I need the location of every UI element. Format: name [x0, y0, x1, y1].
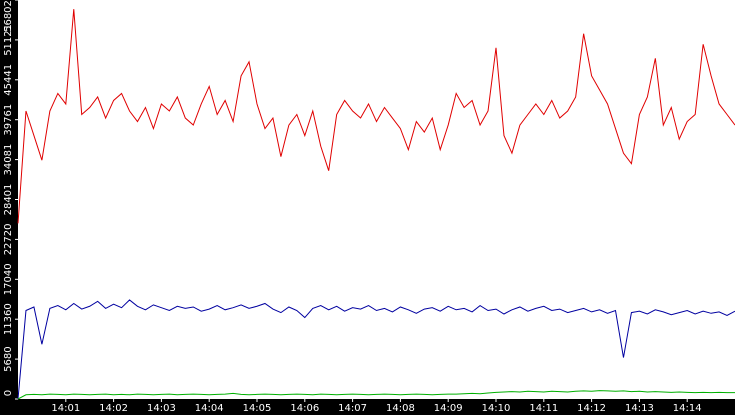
x-tick-label: 14:10	[482, 403, 511, 414]
x-tick-label: 14:14	[673, 403, 702, 414]
series-line	[17, 390, 735, 400]
x-tick-label: 14:12	[577, 403, 606, 414]
x-tick-label: 14:05	[243, 403, 272, 414]
y-tick-label: 22720	[3, 223, 14, 255]
series-line	[17, 9, 735, 224]
x-tick-label: 14:06	[290, 403, 319, 414]
x-axis-bar	[0, 399, 735, 415]
y-tick-label: 11360	[3, 303, 14, 335]
x-tick-label: 14:13	[625, 403, 654, 414]
x-tick-label: 14:01	[51, 403, 80, 414]
y-tick-label: 45441	[3, 64, 14, 96]
y-tick-label: 0	[3, 390, 14, 396]
y-tick-label: 51121	[3, 24, 14, 56]
x-tick-label: 14:08	[386, 403, 415, 414]
x-tick-label: 14:04	[195, 403, 224, 414]
y-tick-label: 5680	[3, 346, 14, 371]
y-axis-bar	[0, 0, 18, 415]
x-tick-label: 14:09	[434, 403, 463, 414]
x-tick-label: 14:03	[147, 403, 176, 414]
x-tick-label: 14:07	[338, 403, 367, 414]
x-tick-label: 14:02	[99, 403, 128, 414]
y-tick-label: 28401	[3, 184, 14, 216]
y-tick-label: 56802	[3, 0, 14, 32]
x-tick-label: 14:11	[529, 403, 558, 414]
y-tick-label: 17040	[3, 263, 14, 295]
series-line	[17, 299, 735, 400]
y-tick-label: 39761	[3, 104, 14, 136]
y-tick-label: 34081	[3, 144, 14, 176]
